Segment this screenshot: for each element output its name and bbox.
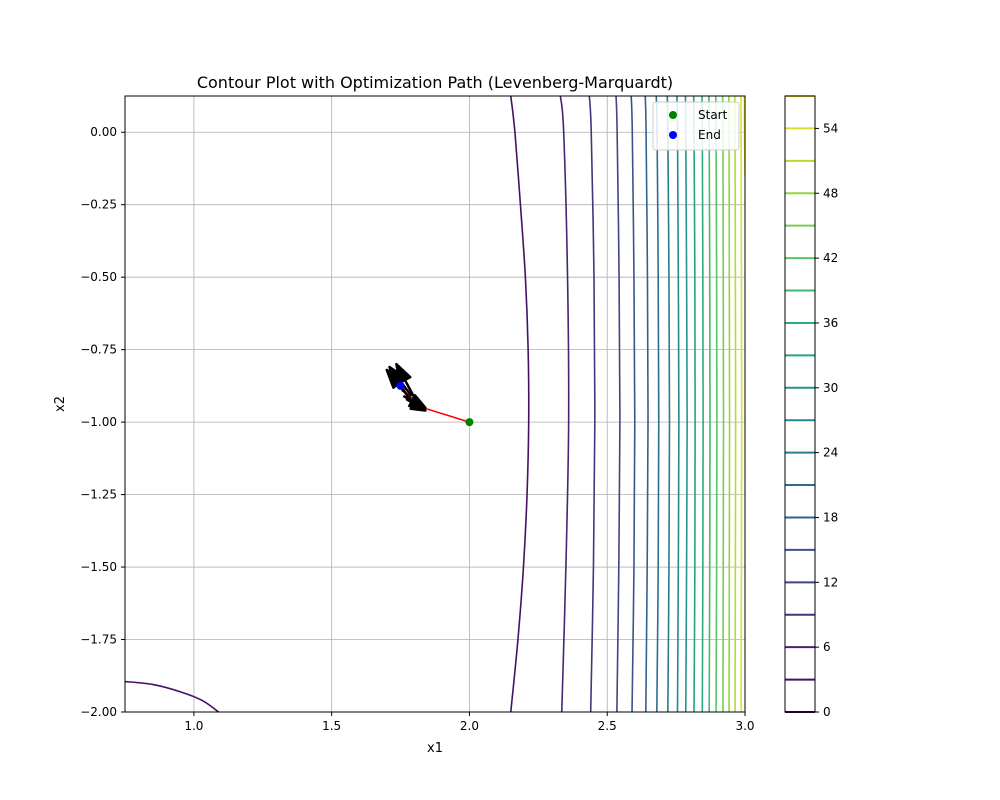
x-tick-label: 3.0: [735, 719, 754, 733]
x-tick-label: 2.0: [460, 719, 479, 733]
y-tick-label: −0.50: [80, 270, 117, 284]
colorbar-tick-label: 48: [823, 186, 838, 200]
y-tick-label: −2.00: [80, 705, 117, 719]
contour-line: [630, 96, 636, 712]
legend-label-start: Start: [698, 108, 728, 122]
contour-line: [727, 96, 731, 712]
marker-start: [465, 418, 474, 427]
x-axis-label: x1: [427, 741, 443, 756]
x-tick-label: 1.0: [184, 719, 203, 733]
y-tick-label: −1.25: [80, 488, 117, 502]
x-tick-label: 2.5: [598, 719, 617, 733]
colorbar-tick-label: 42: [823, 251, 838, 265]
contour-line: [734, 96, 737, 712]
chart-title: Contour Plot with Optimization Path (Lev…: [197, 73, 673, 92]
colorbar-tick-label: 6: [823, 640, 831, 654]
contour-line: [559, 96, 570, 712]
legend-label-end: End: [698, 128, 721, 142]
contour-line: [721, 96, 725, 712]
y-tick-label: −1.00: [80, 415, 117, 429]
legend-marker-start: [669, 111, 677, 119]
y-tick-label: −1.50: [80, 560, 117, 574]
step-arrow: [402, 394, 427, 409]
marker-end: [396, 381, 405, 390]
legend-marker-end: [669, 131, 677, 139]
contour-line: [125, 680, 220, 712]
y-tick-label: −0.25: [80, 198, 117, 212]
colorbar-tick-label: 18: [823, 510, 838, 524]
colorbar: 0 6 12 18 24 30 36 42 48 54: [784, 95, 838, 719]
x-axis: 1.0 1.5 2.0 2.5 3.0: [184, 712, 755, 733]
contour-line: [740, 96, 743, 712]
colorbar-tick-label: 30: [823, 381, 838, 395]
contour-line: [509, 96, 530, 712]
plot-frame: [124, 95, 746, 713]
contour-line: [644, 96, 649, 712]
y-tick-label: 0.00: [90, 125, 117, 139]
y-axis: 0.00 −0.25 −0.50 −0.75 −1.00 −1.25 −1.50 −1.75 −…: [80, 125, 125, 719]
path-layer: [385, 362, 474, 427]
contour-line: [588, 96, 596, 712]
colorbar-tick-label: 0: [823, 705, 831, 719]
colorbar-tick-label: 36: [823, 316, 838, 330]
y-axis-label: x2: [53, 396, 68, 412]
legend: Start End: [652, 101, 740, 151]
y-tick-label: −1.75: [80, 633, 117, 647]
contour-line: [615, 96, 621, 712]
colorbar-frame: [784, 95, 816, 713]
colorbar-tick-label: 12: [823, 575, 838, 589]
x-tick-label: 1.5: [322, 719, 341, 733]
y-tick-label: −0.75: [80, 343, 117, 357]
colorbar-tick-label: 24: [823, 446, 838, 460]
colorbar-tick-label: 54: [823, 121, 838, 135]
